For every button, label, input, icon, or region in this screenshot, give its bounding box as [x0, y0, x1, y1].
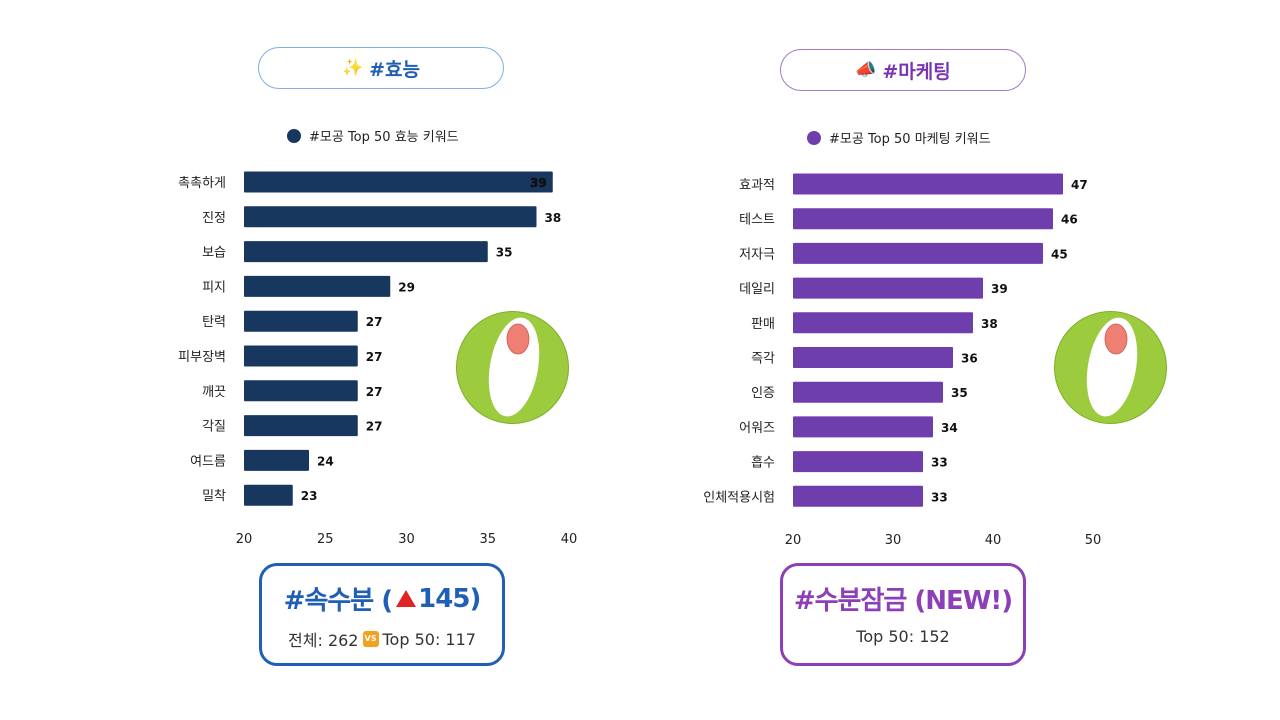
marketing-value-label: 47 [1071, 178, 1088, 192]
marketing-header-label: #마케팅 [882, 60, 951, 83]
efficacy-summary-sub: 전체: 262 VS Top 50: 117 [262, 627, 502, 651]
marketing-bar [793, 485, 923, 507]
efficacy-category-label: 각질 [202, 420, 226, 435]
efficacy-legend-swatch [287, 128, 301, 143]
efficacy-bar [244, 171, 553, 193]
efficacy-category-label: 보습 [202, 246, 226, 261]
marketing-legend-swatch [807, 130, 821, 145]
efficacy-bar [244, 415, 358, 437]
marketing-category-label: 인체적용시험 [703, 490, 775, 505]
efficacy-category-label: 밀착 [202, 489, 226, 504]
summary-title-close: ) [469, 583, 481, 614]
marketing-category-label: 즉각 [751, 352, 775, 367]
marketing-tick-label: 30 [885, 533, 902, 548]
marketing-value-label: 36 [961, 352, 978, 366]
marketing-category-label: 어워즈 [739, 421, 775, 436]
marketing-bar [793, 173, 1063, 195]
marketing-bar [793, 277, 983, 299]
efficacy-category-label: 깨끗 [202, 385, 226, 400]
marketing-tick-label: 40 [985, 533, 1002, 548]
efficacy-value-label: 24 [317, 454, 334, 468]
marketing-value-label: 39 [991, 282, 1008, 296]
o-logo-icon [1054, 311, 1167, 424]
efficacy-header-pill: ✨ #효능 [258, 47, 504, 89]
efficacy-bar [244, 345, 358, 367]
marketing-value-label: 33 [931, 490, 948, 504]
efficacy-value-label: 27 [366, 350, 383, 364]
efficacy-value-label: 29 [398, 280, 415, 294]
efficacy-value-label: 39 [530, 176, 547, 190]
efficacy-tick-label: 25 [317, 532, 334, 547]
efficacy-category-label: 피지 [202, 280, 226, 295]
marketing-summary-sub: Top 50: 152 [856, 627, 950, 646]
marketing-value-label: 35 [951, 386, 968, 400]
summary-title-number: 145 [418, 583, 470, 614]
summary-total-count: 전체: 262 [288, 631, 359, 650]
efficacy-value-label: 27 [366, 385, 383, 399]
efficacy-category-label: 진정 [202, 211, 226, 226]
marketing-header-pill: 📣 #마케팅 [780, 49, 1026, 91]
marketing-tick-label: 50 [1085, 533, 1102, 548]
efficacy-tick-label: 35 [479, 532, 496, 547]
marketing-value-label: 45 [1051, 247, 1068, 261]
marketing-bar [793, 416, 933, 438]
efficacy-category-label: 탄력 [202, 315, 226, 330]
efficacy-legend-label: #모공 Top 50 효능 키워드 [309, 130, 459, 145]
red-up-triangle-icon [396, 590, 417, 607]
marketing-category-label: 테스트 [739, 213, 775, 228]
marketing-value-label: 33 [931, 456, 948, 470]
marketing-category-label: 효과적 [739, 178, 775, 193]
marketing-tick-label: 20 [785, 533, 802, 548]
efficacy-bar [244, 380, 358, 402]
efficacy-bar [244, 484, 293, 506]
efficacy-bar [244, 275, 391, 297]
efficacy-tick-label: 20 [236, 532, 253, 547]
efficacy-summary-box: #속수분 ( 145 ) 전체: 262 VS Top 50: 117 [259, 563, 505, 666]
efficacy-bar [244, 310, 358, 332]
marketing-legend-label: #모공 Top 50 마케팅 키워드 [829, 132, 991, 147]
efficacy-tick-label: 40 [561, 532, 578, 547]
marketing-value-label: 34 [941, 421, 958, 435]
efficacy-tick-label: 30 [398, 532, 415, 547]
marketing-bar [793, 451, 923, 473]
vs-badge-icon: VS [362, 631, 379, 647]
megaphone-icon: 📣 [855, 60, 877, 80]
summary-title-text: #속수분 ( [283, 586, 393, 616]
efficacy-header-label: #효능 [369, 58, 421, 81]
efficacy-category-label: 피부장벽 [178, 350, 226, 365]
efficacy-summary-title: #속수분 ( 145 ) [262, 580, 502, 617]
efficacy-legend: #모공 Top 50 효능 키워드 [287, 126, 459, 145]
efficacy-value-label: 35 [496, 246, 513, 260]
marketing-value-label: 38 [981, 317, 998, 331]
sparkles-icon: ✨ [341, 58, 364, 78]
efficacy-value-label: 38 [545, 211, 562, 225]
o-logo-icon [456, 311, 569, 424]
marketing-bar [793, 381, 943, 403]
efficacy-category-label: 촉촉하게 [178, 176, 226, 191]
marketing-category-label: 데일리 [739, 282, 775, 297]
efficacy-value-label: 23 [301, 489, 318, 503]
summary-top50-count: Top 50: 117 [382, 629, 476, 649]
marketing-bar [793, 242, 1043, 264]
marketing-bar [793, 312, 973, 334]
efficacy-value-label: 27 [366, 420, 383, 434]
marketing-bar [793, 347, 953, 368]
marketing-value-label: 46 [1061, 213, 1078, 227]
efficacy-value-label: 27 [366, 315, 383, 329]
efficacy-category-label: 여드름 [190, 454, 226, 469]
marketing-legend: #모공 Top 50 마케팅 키워드 [807, 128, 991, 147]
marketing-category-label: 판매 [751, 317, 775, 332]
marketing-bar [793, 208, 1053, 230]
efficacy-bar [244, 241, 488, 263]
efficacy-bar [244, 449, 309, 471]
marketing-category-label: 저자극 [739, 247, 775, 262]
marketing-category-label: 인증 [751, 386, 775, 401]
marketing-category-label: 흡수 [751, 456, 775, 471]
marketing-summary-title: #수분잠금 (NEW!) [793, 586, 1013, 616]
marketing-summary-box: #수분잠금 (NEW!) Top 50: 152 [780, 563, 1026, 666]
efficacy-bar [244, 206, 537, 228]
